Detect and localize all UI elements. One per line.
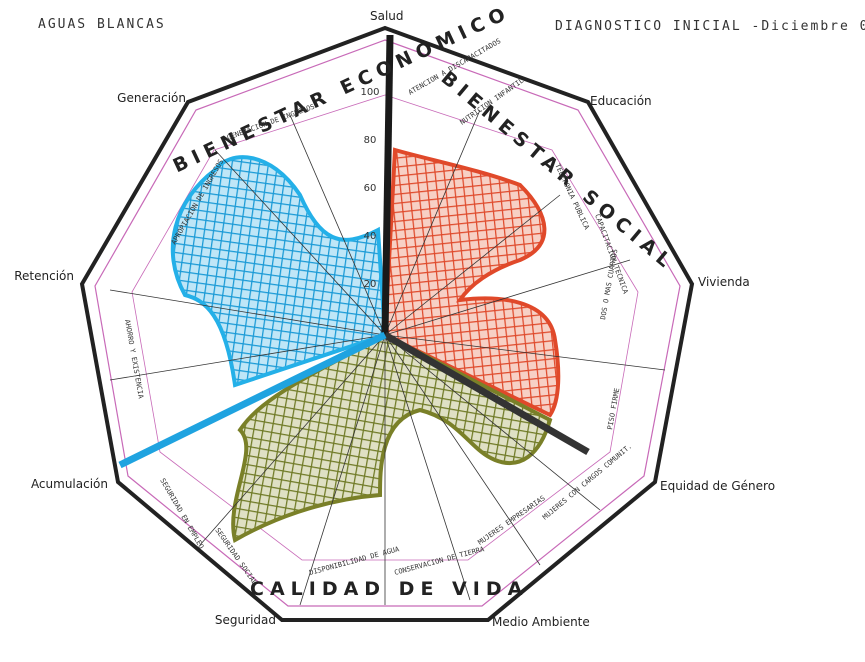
outer-label: Salud	[370, 9, 404, 23]
indicator-label: MUJERES EMPRESARIAS	[477, 494, 547, 546]
outer-label: Seguridad	[215, 613, 276, 627]
scale-label: 100	[360, 87, 379, 98]
header-right: DIAGNOSTICO INICIAL -Diciembre 04	[555, 19, 865, 34]
outer-label: Acumulación	[31, 477, 108, 491]
outer-label: Medio Ambiente	[492, 615, 590, 629]
outer-label: Educación	[590, 94, 652, 108]
pink-border	[94, 39, 681, 607]
outer-labels: Salud Educación Vivienda Equidad de Género M…	[14, 9, 775, 629]
indicator-label: AHORRO Y EXISTENCIA	[123, 319, 145, 400]
section-title: CALIDAD DE VIDA	[250, 578, 528, 600]
indicator-label: CONSERVACION DE TIERRA	[393, 545, 485, 577]
scale-label: 40	[364, 231, 377, 242]
scale: 20 40 60 80 100	[360, 87, 379, 290]
outer-label: Vivienda	[698, 275, 750, 289]
outer-label: Equidad de Género	[660, 479, 775, 493]
social-blob	[382, 147, 561, 418]
outer-label: Retención	[14, 269, 74, 283]
indicator-label: GENERACION DE INGRESOS	[226, 103, 316, 142]
indicator-label: DISPONIBILIDAD DE AGUA	[308, 545, 400, 577]
indicator-label: SEGURIDAD EN EMPLEO	[158, 477, 205, 550]
header-left: AGUAS BLANCAS	[38, 17, 166, 32]
outer-label: Generación	[117, 91, 186, 105]
dividers	[118, 34, 590, 469]
scale-label: 20	[364, 279, 377, 290]
scale-label: 60	[364, 183, 377, 194]
indicator-label: DOS O MAS CUARTOS	[599, 248, 619, 320]
scale-label: 80	[364, 135, 377, 146]
spokes	[109, 109, 666, 606]
outer-border	[79, 25, 695, 622]
indicator-label: PISO FIRME	[606, 387, 621, 430]
